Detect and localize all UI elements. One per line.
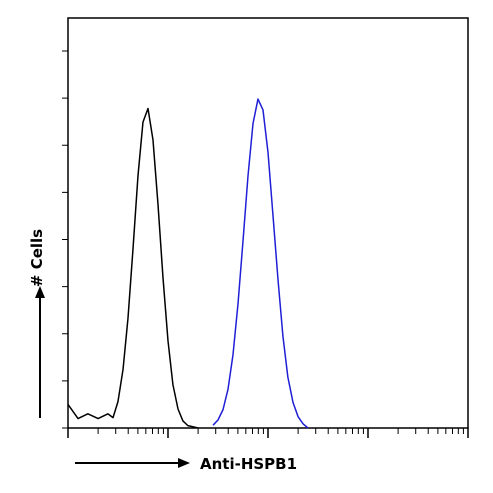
y-arrow-head <box>35 286 45 298</box>
x-axis-label: Anti-HSPB1 <box>200 455 297 473</box>
y-axis-label: # Cells <box>28 229 46 287</box>
plot-frame <box>67 17 469 429</box>
histogram-line <box>67 107 199 429</box>
histogram-line <box>212 98 309 429</box>
x-arrow-head <box>178 458 190 468</box>
